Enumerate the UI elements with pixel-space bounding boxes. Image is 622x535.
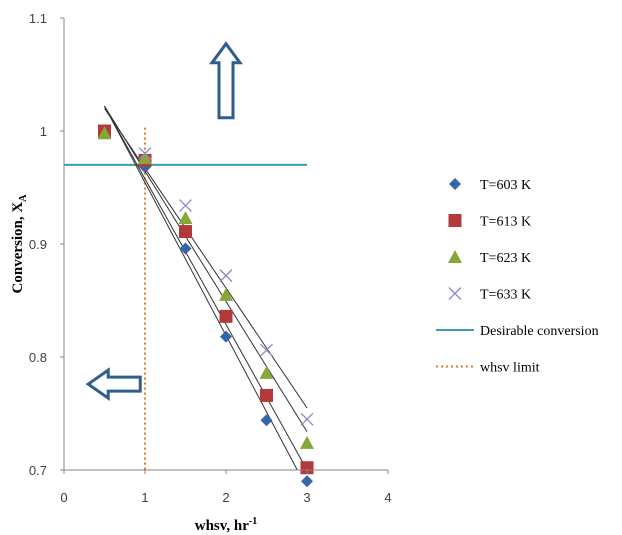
y-tick-label: 1.1 xyxy=(29,11,47,26)
data-point xyxy=(301,475,313,488)
data-point xyxy=(259,365,274,379)
x-marker-stroke xyxy=(260,343,273,357)
y-tick-label: 0.7 xyxy=(29,463,47,478)
legend-marker xyxy=(448,214,462,227)
legend-label: T=623 K xyxy=(480,251,531,266)
trend-line xyxy=(104,108,308,409)
data-point xyxy=(219,269,233,283)
data-point xyxy=(179,199,192,213)
data-point xyxy=(300,412,314,426)
y-tick-label: 1 xyxy=(40,124,47,139)
data-point xyxy=(138,147,152,161)
legend-label: whsv limit xyxy=(480,361,540,376)
data-point xyxy=(300,461,314,475)
x-marker-stroke xyxy=(219,269,233,283)
data-point xyxy=(179,242,192,255)
data-point xyxy=(260,388,273,402)
plot-area xyxy=(64,41,314,488)
y-axis-title: Conversion, XA xyxy=(10,194,29,294)
tick-labels: 0 1 2 3 4 0.7 0.8 0.9 1 1.1 xyxy=(29,11,392,505)
trend-line xyxy=(104,105,298,471)
data-point xyxy=(138,151,152,165)
data-point xyxy=(260,414,273,427)
x-axis-title: whsv, hr-1 xyxy=(195,516,258,534)
up-arrow-icon xyxy=(209,41,243,120)
x-tick-label: 1 xyxy=(141,490,148,505)
x-marker-stroke xyxy=(300,412,314,426)
trend-line xyxy=(104,105,308,471)
y-tick-label: 0.9 xyxy=(29,237,47,252)
trend-line xyxy=(104,105,308,432)
x-marker-stroke xyxy=(138,147,152,161)
data-point xyxy=(179,225,192,239)
left-arrow-icon xyxy=(85,367,142,402)
legend: T=603 K T=613 K T=623 K T=633 K Desirable co… xyxy=(436,178,599,376)
legend-label: Desirable conversion xyxy=(480,324,599,339)
data-point xyxy=(300,435,314,449)
x-axis-title-superscript: -1 xyxy=(249,516,257,527)
x-tick-label: 3 xyxy=(303,490,310,505)
legend-label: T=603 K xyxy=(480,178,531,193)
x-marker-stroke xyxy=(179,199,192,213)
legend-label: T=633 K xyxy=(480,288,531,303)
data-point xyxy=(260,343,273,357)
legend-marker xyxy=(448,287,462,300)
data-point xyxy=(178,211,193,225)
data-point xyxy=(219,287,233,301)
data-point xyxy=(219,309,233,323)
y-tick-label: 0.8 xyxy=(29,350,47,365)
x-marker-stroke xyxy=(448,287,462,300)
y-axis-title-subscript: A xyxy=(18,194,29,202)
legend-label: T=613 K xyxy=(480,215,531,230)
legend-marker xyxy=(448,250,462,263)
data-point xyxy=(220,330,232,343)
data-point xyxy=(97,126,112,140)
x-tick-label: 4 xyxy=(384,490,391,505)
legend-marker xyxy=(449,178,461,190)
x-tick-label: 2 xyxy=(222,490,229,505)
x-tick-label: 0 xyxy=(60,490,67,505)
